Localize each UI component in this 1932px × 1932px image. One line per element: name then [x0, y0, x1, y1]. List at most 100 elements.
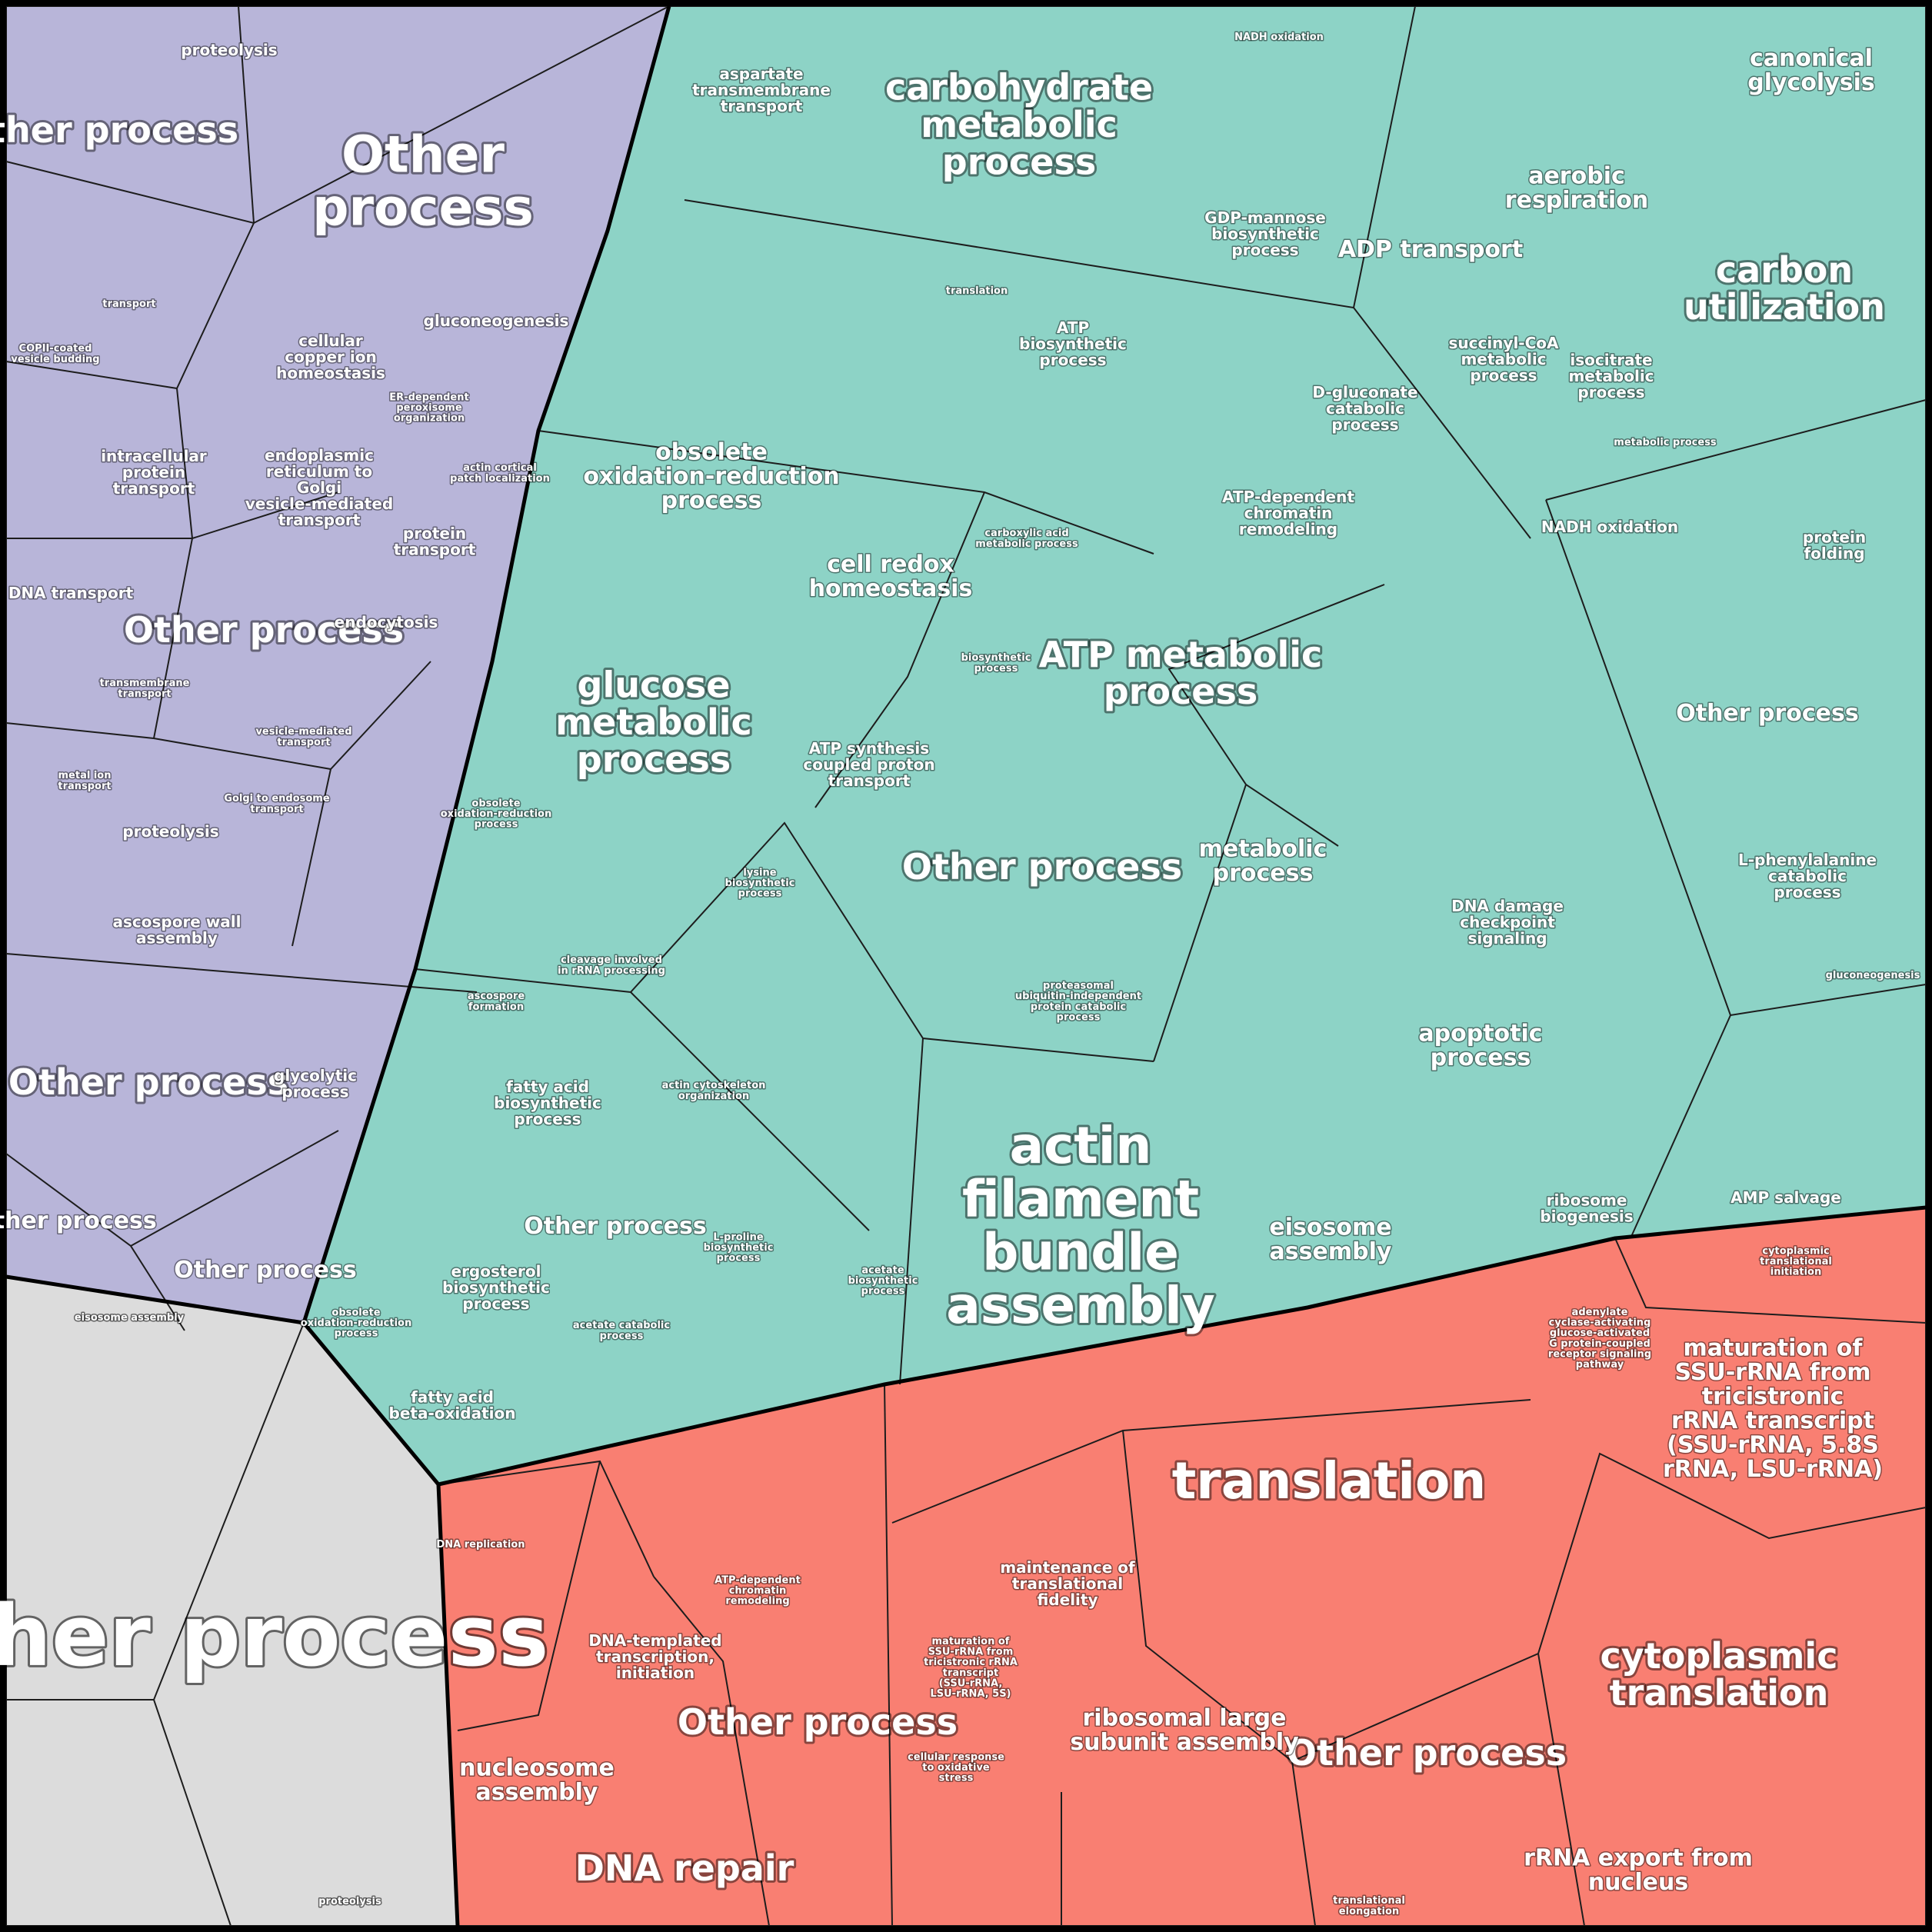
- label-purple: endoplasmic reticulum to Golgi vesicle-medi…: [245, 446, 393, 529]
- label-purple: transport: [102, 298, 155, 310]
- label-salmon: maintenance of translational fidelity: [1000, 1558, 1135, 1609]
- label-purple: DNA transport: [8, 584, 134, 602]
- label-purple: proteolysis: [181, 41, 277, 59]
- label-salmon: translational elongation: [1333, 1895, 1405, 1917]
- label-teal: protein folding: [1803, 528, 1866, 562]
- subcell-edge: [1122, 1430, 1293, 1762]
- label-teal: isocitrate metabolic process: [1568, 351, 1654, 401]
- label-purple: transmembrane transport: [100, 678, 190, 700]
- label-purple: actin cortical patch localization: [450, 462, 550, 485]
- subcell-edge: [5, 953, 478, 993]
- label-purple: COPII-coated vesicle budding: [11, 343, 99, 365]
- label-teal: Other process: [524, 1213, 707, 1240]
- subcell-edge: [1537, 1653, 1585, 1927]
- label-purple: Other process: [174, 1257, 357, 1284]
- subcell-edge: [1291, 1760, 1316, 1927]
- label-teal: ATP metabolic process: [1039, 633, 1323, 711]
- label-salmon: DNA-templated transcription, initiation: [588, 1631, 721, 1682]
- subcell-edge: [814, 491, 985, 808]
- boundary-purple-teal: [301, 5, 671, 1324]
- label-salmon: rRNA export from nucleus: [1524, 1844, 1753, 1896]
- label-teal: ergosterol biosynthetic process: [442, 1262, 550, 1313]
- label-purple: gluconeogenesis: [424, 311, 569, 330]
- label-salmon: ATP-dependent chromatin remodeling: [715, 1574, 801, 1607]
- label-purple: Other process: [0, 109, 238, 151]
- label-teal: obsolete oxidation-reduction process: [441, 798, 551, 830]
- label-teal: ATP biosynthetic process: [1019, 318, 1127, 369]
- label-teal: proteasomal ubiquitin-independent protein …: [1015, 980, 1141, 1023]
- subcell-edge: [1545, 399, 1927, 501]
- label-teal: actin cytoskeleton organization: [662, 1080, 766, 1102]
- label-teal: AMP salvage: [1730, 1188, 1841, 1207]
- label-teal: gluconeogenesis: [1826, 970, 1920, 981]
- label-teal: cleavage involved in rRNA processing: [558, 954, 665, 977]
- label-purple: endocytosis: [335, 613, 438, 631]
- subcell-edge: [1630, 1014, 1731, 1239]
- label-salmon: cytoplasmic translational initiation: [1760, 1245, 1832, 1277]
- label-teal: eisosome assembly: [1269, 1214, 1391, 1265]
- label-salmon: Other process: [1287, 1732, 1567, 1774]
- label-teal: L-proline biosynthetic process: [704, 1231, 774, 1264]
- label-teal: aspartate transmembrane transport: [692, 65, 831, 115]
- label-purple: ascospore wall assembly: [112, 912, 241, 947]
- subcell-edge: [1168, 584, 1385, 785]
- label-teal: obsolete oxidation-reduction process: [301, 1307, 411, 1339]
- subcell-edge: [653, 1576, 770, 1927]
- label-teal: ATP synthesis coupled proton transport: [803, 739, 934, 790]
- label-teal: aerobic respiration: [1505, 162, 1648, 214]
- label-teal: NADH oxidation: [1234, 32, 1324, 43]
- label-teal: translation: [946, 285, 1008, 297]
- subcell-edge: [884, 1384, 893, 1927]
- label-teal: canonical glycolysis: [1747, 45, 1875, 96]
- subcell-edge: [153, 1699, 232, 1927]
- label-teal: metabolic process: [1614, 437, 1717, 448]
- subcell-edge: [176, 388, 193, 539]
- label-teal: succinyl-CoA metabolic process: [1448, 334, 1559, 385]
- label-teal: fatty acid biosynthetic process: [494, 1078, 601, 1128]
- subcell-edge: [899, 1038, 924, 1385]
- boundary-gray: [5, 1274, 460, 1927]
- label-purple: proteolysis: [122, 822, 218, 841]
- label-teal: Other process: [902, 846, 1182, 888]
- label-teal: cell redox homeostasis: [809, 551, 973, 602]
- label-purple: metal ion transport: [58, 770, 111, 792]
- label-teal: carbohydrate metabolic process: [885, 66, 1153, 182]
- label-salmon: Other process: [678, 1701, 958, 1743]
- label-purple: Golgi to endosome transport: [224, 793, 330, 815]
- boundary-teal-salmon: [438, 1205, 1927, 1487]
- subcell-edge: [1291, 1452, 1927, 1762]
- label-purple: Other process: [124, 609, 404, 651]
- subcell-edge: [1353, 5, 1416, 308]
- subcell-edge: [238, 5, 255, 224]
- subcell-edge: [630, 821, 1154, 1062]
- label-purple: Other process: [8, 1061, 288, 1103]
- label-teal: ATP-dependent chromatin remodeling: [1222, 488, 1354, 538]
- label-salmon: maturation of SSU-rRNA from tricistronic rR…: [1663, 1334, 1883, 1483]
- subcell-edge: [1614, 1237, 1927, 1324]
- label-salmon: cytoplasmic translation: [1601, 1634, 1838, 1713]
- label-teal: lysine biosynthetic process: [725, 867, 795, 899]
- label-gray: Other process: [0, 1587, 548, 1685]
- subcell-edge: [291, 768, 331, 947]
- label-teal: ADP transport: [1338, 236, 1523, 263]
- label-gray: proteolysis: [318, 1896, 381, 1907]
- label-salmon: ribosomal large subunit assembly: [1070, 1704, 1299, 1756]
- label-teal: ascospore formation: [468, 991, 525, 1013]
- label-teal: acetate catabolic process: [573, 1320, 670, 1342]
- label-teal: Other process: [1676, 700, 1859, 727]
- label-teal: acetate biosynthetic process: [848, 1264, 918, 1297]
- label-teal: apoptotic process: [1418, 1020, 1542, 1071]
- label-teal: L-phenylalanine catabolic process: [1738, 851, 1877, 901]
- label-teal: actin filament bundle assembly: [946, 1116, 1215, 1335]
- label-teal: GDP-mannose biosynthetic process: [1204, 208, 1326, 259]
- label-salmon: DNA replication: [436, 1539, 525, 1551]
- label-purple: vesicle-mediated transport: [255, 726, 351, 748]
- label-purple: glycolytic process: [274, 1066, 357, 1101]
- label-teal: obsolete oxidation-reduction process: [583, 438, 839, 514]
- subcell-edge: [457, 1461, 601, 1731]
- label-teal: NADH oxidation: [1541, 518, 1678, 536]
- label-teal: carboxylic acid metabolic process: [975, 528, 1078, 550]
